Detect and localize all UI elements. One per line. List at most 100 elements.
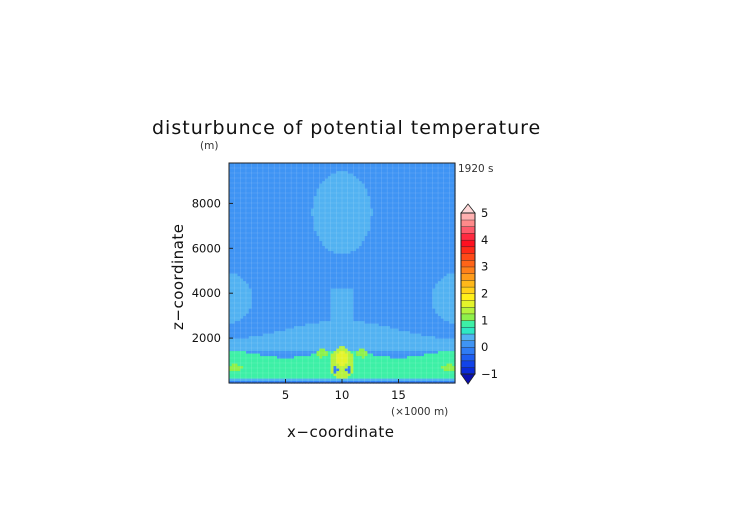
heatmap-cell [260,255,264,259]
heatmap-cell [381,265,385,269]
heatmap-cell [313,363,318,367]
heatmap-cell [293,295,298,299]
heatmap-cell [310,188,315,192]
heatmap-cell [361,193,366,197]
heatmap-cell [240,285,244,289]
heatmap-cell [251,270,256,274]
heatmap-cell [316,228,320,232]
heatmap-cell [262,345,267,349]
heatmap-cell [268,355,272,359]
heatmap-cell [240,195,244,199]
heatmap-cell [279,223,284,227]
heatmap-cell [327,363,332,367]
heatmap-cell [274,210,278,214]
heatmap-cell [268,320,272,324]
heatmap-cell [229,358,233,362]
heatmap-cell [288,305,292,309]
heatmap-cell [274,268,278,272]
heatmap-cell [243,213,247,217]
heatmap-cell [384,288,388,292]
heatmap-cell [282,268,287,272]
heatmap-cell [229,233,233,237]
heatmap-cell [353,265,357,269]
heatmap-cell [370,180,374,184]
heatmap-cell [254,340,258,344]
heatmap-cell [291,180,295,184]
heatmap-cell [364,275,369,279]
heatmap-cell [381,338,385,342]
heatmap-cell [384,310,388,314]
heatmap-cell [291,255,295,259]
heatmap-cell [361,208,366,212]
heatmap-cell [277,233,281,237]
heatmap-cell [342,205,346,209]
heatmap-cell [336,250,340,254]
heatmap-cell [231,255,236,259]
heatmap-cell [262,308,267,312]
heatmap-cell [302,210,306,214]
heatmap-cell [285,220,289,224]
heatmap-cell [268,288,272,292]
heatmap-cell [299,335,304,339]
heatmap-cell [282,258,287,262]
heatmap-cell [364,323,369,327]
heatmap-cell [367,218,371,222]
heatmap-cell [319,198,323,202]
heatmap-cell [373,313,377,317]
heatmap-cell [347,380,352,384]
heatmap-cell [378,208,383,212]
heatmap-cell [313,213,318,217]
heatmap-cell [378,353,383,357]
heatmap-cell [333,213,337,217]
heatmap-cell [293,300,298,304]
heatmap-cell [350,265,354,269]
heatmap-cell [257,348,261,352]
heatmap-cell [231,353,236,357]
heatmap-cell [288,348,292,352]
heatmap-cell [381,205,385,209]
heatmap-cell [313,340,318,344]
heatmap-cell [240,353,244,357]
heatmap-cell [291,225,295,229]
heatmap-cell [243,275,247,279]
heatmap-cell [384,280,388,284]
heatmap-cell [245,208,250,212]
heatmap-cell [387,330,391,334]
heatmap-cell [381,270,385,274]
heatmap-cell [251,203,256,207]
heatmap-cell [299,203,304,207]
heatmap-cell [384,345,388,349]
heatmap-cell [313,240,318,244]
heatmap-cell [367,285,371,289]
heatmap-cell [285,218,289,222]
heatmap-cell [319,265,323,269]
heatmap-cell [245,330,250,334]
heatmap-cell [234,288,239,292]
heatmap-cell [330,268,335,272]
heatmap-cell [302,280,306,284]
heatmap-cell [237,240,241,244]
heatmap-cell [358,360,363,364]
heatmap-cell [251,278,256,282]
heatmap-cell [262,273,267,277]
heatmap-cell [305,303,309,307]
heatmap-cell [347,358,352,362]
heatmap-cell [251,335,256,339]
heatmap-cell [279,343,284,347]
heatmap-cell [231,215,236,219]
heatmap-cell [344,273,349,277]
heatmap-cell [344,380,349,384]
heatmap-cell [322,205,326,209]
heatmap-cell [288,265,292,269]
heatmap-cell [285,283,289,287]
heatmap-cell [361,198,366,202]
heatmap-cell [245,328,250,332]
heatmap-cell [319,210,323,214]
heatmap-cell [277,318,281,322]
heatmap-cell [234,335,239,339]
heatmap-cell [268,190,272,194]
heatmap-cell [260,163,264,167]
heatmap-cell [308,228,312,232]
heatmap-cell [305,168,309,172]
heatmap-cell [248,170,253,174]
